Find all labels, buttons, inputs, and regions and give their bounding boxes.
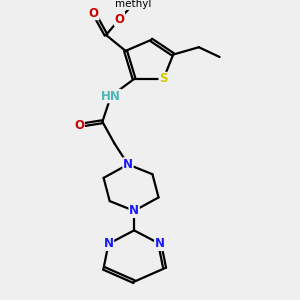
Text: S: S xyxy=(159,73,168,85)
Text: methyl: methyl xyxy=(115,0,151,10)
Text: N: N xyxy=(103,237,113,250)
Text: HN: HN xyxy=(101,90,121,103)
Text: O: O xyxy=(89,7,99,20)
Text: N: N xyxy=(155,237,165,250)
Text: N: N xyxy=(123,158,133,171)
Text: O: O xyxy=(115,13,124,26)
Text: O: O xyxy=(74,119,84,132)
Text: N: N xyxy=(129,204,139,218)
